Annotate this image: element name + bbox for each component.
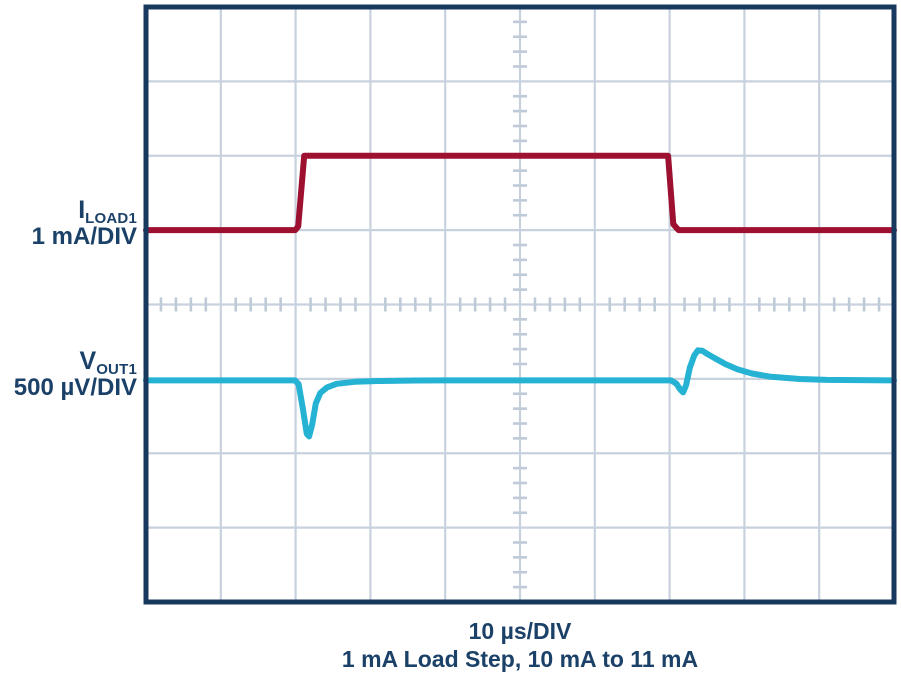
channel-symbol-vout1: VOUT1 <box>79 347 137 378</box>
bottom-captions: 10 µs/DIV 1 mA Load Step, 10 mA to 11 mA <box>146 617 894 673</box>
trace-iload1 <box>143 152 897 234</box>
trace-vout1 <box>143 347 897 440</box>
plot-border <box>143 4 897 605</box>
trace-layer <box>143 152 897 440</box>
channel-symbol-iload1: ILOAD1 <box>78 196 137 227</box>
channel-label-iload1: ILOAD1 1 mA/DIV <box>32 197 137 250</box>
channel-scale-vout1: 500 µV/DIV <box>13 374 137 401</box>
channel-scale-iload1: 1 mA/DIV <box>31 223 137 250</box>
description-caption: 1 mA Load Step, 10 mA to 11 mA <box>341 646 699 672</box>
tick-layer <box>159 20 881 589</box>
timebase-caption: 10 µs/DIV <box>468 618 572 644</box>
channel-label-vout1: VOUT1 500 µV/DIV <box>14 348 137 401</box>
